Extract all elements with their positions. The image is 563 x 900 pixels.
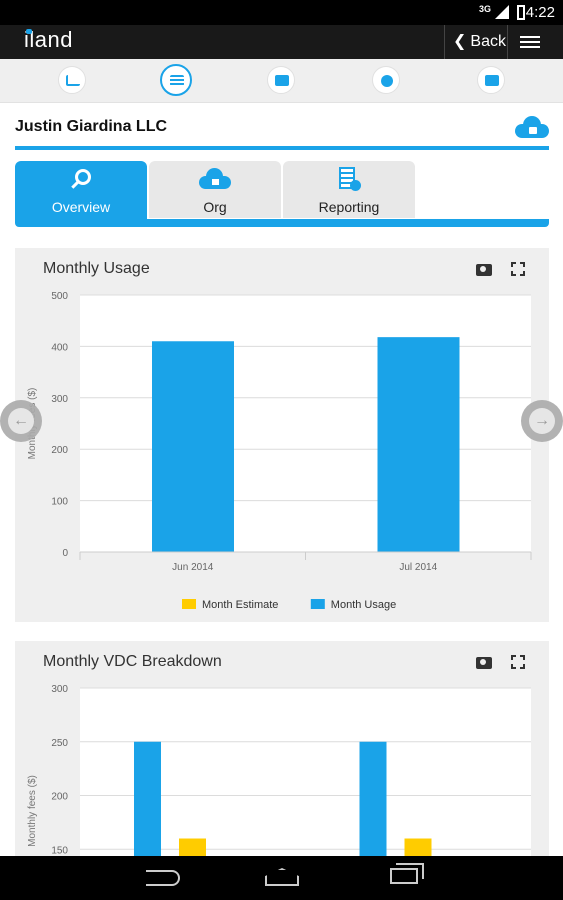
app-bar: iland ❮ Back (0, 25, 563, 59)
system-home-icon[interactable] (265, 868, 299, 886)
x-tick-label: Jul 2014 (399, 562, 437, 573)
tab-overview[interactable]: Overview (15, 161, 147, 221)
monthly-usage-title: Monthly Usage (43, 260, 150, 277)
list-money-icon (170, 75, 184, 86)
mail-icon (485, 75, 499, 86)
monthly-vdc-title: Monthly VDC Breakdown (43, 653, 222, 670)
y-tick-label: 500 (51, 291, 68, 302)
chat-icon (275, 75, 289, 86)
nav-chart-button[interactable] (58, 66, 86, 94)
tab-org-label: Org (203, 199, 227, 215)
chevron-left-icon: ❮ (453, 33, 467, 50)
back-button[interactable]: ❮ Back (444, 25, 508, 59)
expand-icon[interactable] (511, 655, 525, 669)
y-tick-label: 250 (51, 738, 68, 749)
tab-org[interactable]: Org (149, 161, 281, 218)
search-handle (71, 180, 80, 189)
nav-mail-button[interactable] (477, 66, 505, 94)
globe-icon (381, 75, 393, 87)
expand-corner (520, 262, 525, 267)
battery-icon (517, 5, 525, 20)
legend-swatch (310, 599, 325, 609)
logo-mark-icon (26, 29, 32, 34)
plot-area (80, 295, 531, 552)
nav-globe-button[interactable] (372, 66, 400, 94)
monthly-vdc-card: 150 200 250 300 Monthly fees ($) Monthly VDC… (15, 641, 549, 856)
report-badge (350, 180, 361, 191)
lock-shape (529, 127, 537, 134)
expand-corner (511, 262, 516, 267)
y-tick-label: 150 (51, 845, 68, 856)
y-tick-label: 0 (62, 548, 68, 559)
hamburger-line (520, 41, 540, 43)
expand-corner (520, 271, 525, 276)
y-tick-label: 400 (51, 342, 68, 353)
expand-corner (520, 655, 525, 660)
legend-entry: Month Usage (331, 599, 396, 611)
system-recents-icon[interactable] (390, 863, 424, 884)
network-indicator: 3G (478, 4, 491, 14)
app-logo: iland (24, 27, 73, 53)
expand-corner (520, 664, 525, 669)
bar (179, 838, 206, 856)
tab-reporting[interactable]: Reporting (283, 161, 415, 218)
x-tick-label: Jun 2014 (172, 562, 214, 573)
cloud-lock-icon (199, 167, 231, 191)
y-tick-label: 200 (51, 792, 68, 803)
page-title: Justin Giardina LLC (15, 118, 168, 135)
bar (134, 741, 161, 856)
y-axis-label: Monthly fees ($) (27, 775, 38, 847)
back-label: Back (470, 33, 506, 50)
camera-icon[interactable] (476, 657, 492, 669)
report-icon (336, 167, 362, 193)
expand-corner (511, 271, 516, 276)
bar (377, 337, 460, 552)
tab-reporting-label: Reporting (318, 199, 380, 215)
bar (359, 741, 387, 856)
lock-shape (212, 179, 219, 185)
signal-icon (495, 5, 509, 19)
y-tick-label: 300 (51, 684, 68, 695)
bar (404, 838, 432, 856)
hamburger-icon (520, 36, 540, 38)
expand-corner (511, 664, 516, 669)
legend-swatch (182, 599, 196, 609)
arrow-left-icon: ← (8, 408, 34, 434)
y-tick-label: 300 (51, 394, 68, 405)
chart-icon (66, 75, 80, 86)
prev-chart-button[interactable]: ← (0, 400, 42, 442)
legend-entry: Month Estimate (202, 599, 278, 611)
search-icon (69, 167, 93, 193)
next-chart-button[interactable]: → (521, 400, 563, 442)
tab-overview-label: Overview (51, 199, 111, 215)
y-tick-label: 200 (51, 445, 68, 456)
bar (152, 341, 234, 552)
monthly-vdc-chart: 150 200 250 300 Monthly fees ($) (27, 684, 531, 856)
system-nav-bar (0, 856, 563, 900)
expand-corner (511, 655, 516, 660)
search-ring (75, 169, 91, 185)
arrow-right-icon: → (529, 408, 555, 434)
hamburger-line (520, 46, 540, 48)
cloud-lock-icon[interactable] (515, 114, 549, 140)
nav-billing-button[interactable] (160, 64, 192, 96)
icon-navbar (0, 59, 563, 103)
status-time: 4:22 (525, 4, 555, 21)
tab-underline (15, 219, 549, 227)
title-divider (15, 146, 549, 150)
camera-icon[interactable] (476, 264, 492, 276)
nav-chat-button[interactable] (267, 66, 295, 94)
status-bar: 3G 4:22 (0, 0, 563, 25)
logo-text: iland (24, 27, 73, 52)
system-back-icon[interactable] (146, 870, 180, 886)
expand-icon[interactable] (511, 262, 525, 276)
y-tick-label: 100 (51, 497, 68, 508)
menu-button[interactable] (510, 25, 563, 59)
